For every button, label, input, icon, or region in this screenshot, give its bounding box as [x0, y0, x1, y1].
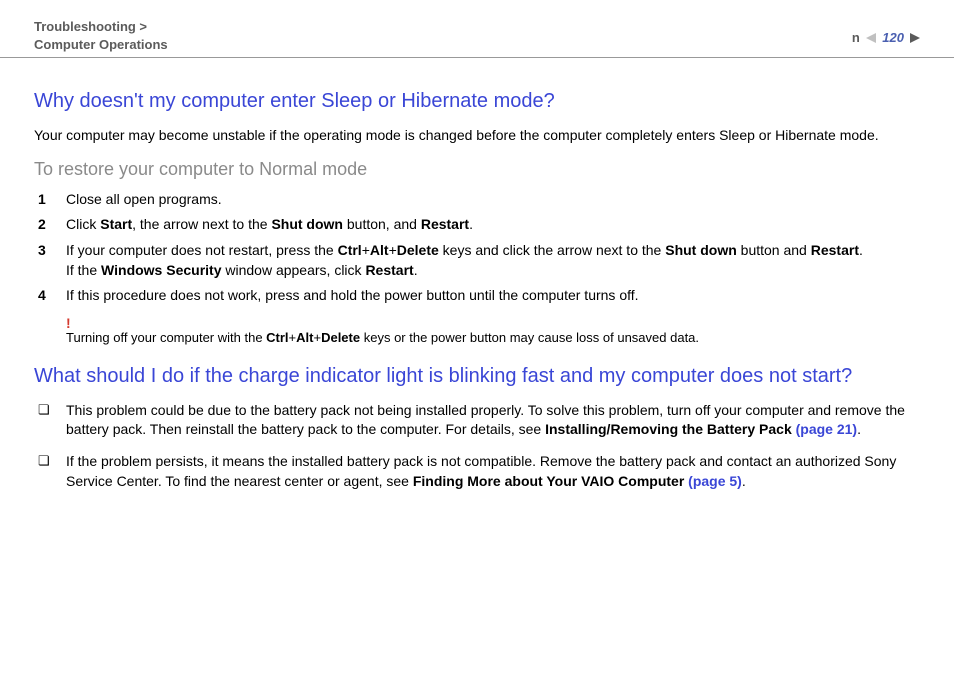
- bullet-text: If the problem persists, it means the in…: [66, 452, 920, 491]
- step-text: Close all open programs.: [66, 190, 920, 210]
- step-number: 1: [38, 190, 66, 210]
- breadcrumb: Troubleshooting > Computer Operations: [34, 18, 168, 53]
- step-item: 3 If your computer does not restart, pre…: [38, 241, 920, 280]
- step-text: If your computer does not restart, press…: [66, 241, 920, 280]
- list-item: ❏ If the problem persists, it means the …: [38, 452, 920, 491]
- bullet-list: ❏ This problem could be due to the batte…: [38, 401, 920, 491]
- page-nav: n 120: [852, 30, 920, 45]
- bullet-icon: ❏: [38, 452, 66, 491]
- next-page-arrow-icon[interactable]: [910, 33, 920, 43]
- step-item: 1 Close all open programs.: [38, 190, 920, 210]
- page-content: Why doesn't my computer enter Sleep or H…: [0, 58, 954, 491]
- page-number: 120: [882, 30, 904, 45]
- step-number: 4: [38, 286, 66, 306]
- section1-subheading: To restore your computer to Normal mode: [34, 159, 920, 180]
- warning-icon: !: [66, 316, 920, 330]
- step-number: 2: [38, 215, 66, 235]
- list-item: ❏ This problem could be due to the batte…: [38, 401, 920, 440]
- step-text: Click Start, the arrow next to the Shut …: [66, 215, 920, 235]
- warning-block: ! Turning off your computer with the Ctr…: [66, 316, 920, 347]
- prev-page-arrow-icon[interactable]: [866, 33, 876, 43]
- step-item: 4 If this procedure does not work, press…: [38, 286, 920, 306]
- page-header: Troubleshooting > Computer Operations n …: [0, 0, 954, 58]
- bullet-text: This problem could be due to the battery…: [66, 401, 920, 440]
- page-n-label: n: [852, 30, 860, 45]
- step-item: 2 Click Start, the arrow next to the Shu…: [38, 215, 920, 235]
- step-text: If this procedure does not work, press a…: [66, 286, 920, 306]
- bullet-icon: ❏: [38, 401, 66, 440]
- section1-heading: Why doesn't my computer enter Sleep or H…: [34, 88, 920, 114]
- breadcrumb-page: Computer Operations: [34, 37, 168, 52]
- breadcrumb-section: Troubleshooting >: [34, 19, 147, 34]
- step-number: 3: [38, 241, 66, 280]
- numbered-steps: 1 Close all open programs. 2 Click Start…: [38, 190, 920, 306]
- warning-text: Turning off your computer with the Ctrl+…: [66, 330, 920, 347]
- section1-intro: Your computer may become unstable if the…: [34, 126, 920, 145]
- section2-heading: What should I do if the charge indicator…: [34, 363, 920, 389]
